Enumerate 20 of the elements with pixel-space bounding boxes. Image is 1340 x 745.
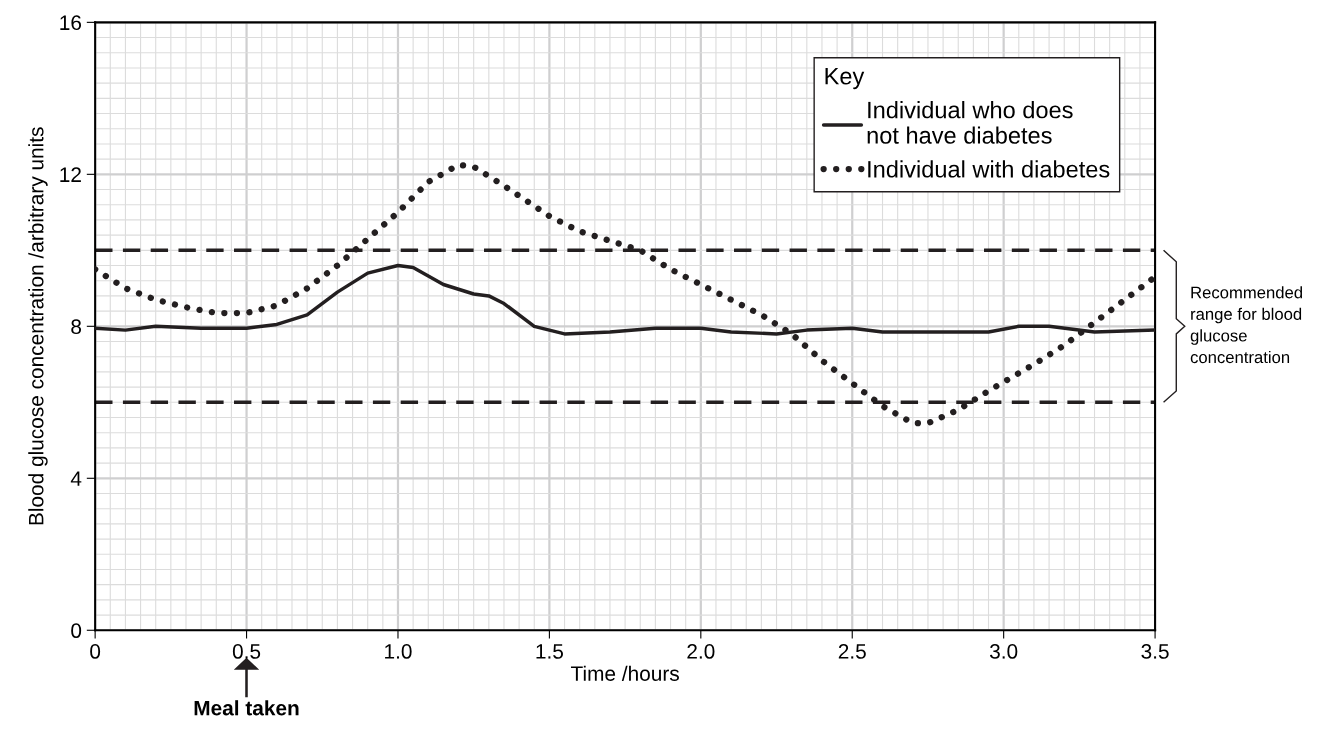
x-tick-label: 2.5 [838, 644, 866, 659]
text: Recommended range for blood glucose concentration [1190, 286, 1303, 364]
x-tick-label: 1.0 [385, 644, 412, 659]
legend-label: Individual who does not have diabetes [867, 101, 1073, 144]
y-axis-title: Blood glucose concentration /arbitrary units [28, 127, 48, 525]
y-tick-label: 8 [71, 319, 82, 335]
text: Meal taken [194, 700, 299, 716]
legend-label: Individual with diabetes [868, 160, 1110, 178]
y-tick-label: 0 [71, 623, 82, 639]
x-tick-label: 0 [90, 644, 101, 659]
x-tick-label: 3.5 [1141, 644, 1169, 659]
legend-title: Key [825, 68, 865, 90]
x-tick-label: 1.5 [536, 644, 564, 659]
y-tick-label: 4 [70, 471, 82, 486]
y-tick-label: 12 [60, 167, 81, 182]
x-axis-title: Time /hours [570, 665, 679, 681]
x-tick-label: 2.0 [687, 644, 715, 659]
x-tick-label: 0.5 [232, 644, 261, 659]
y-tick-label: 16 [60, 15, 82, 31]
x-tick-label: 3.0 [989, 644, 1018, 659]
